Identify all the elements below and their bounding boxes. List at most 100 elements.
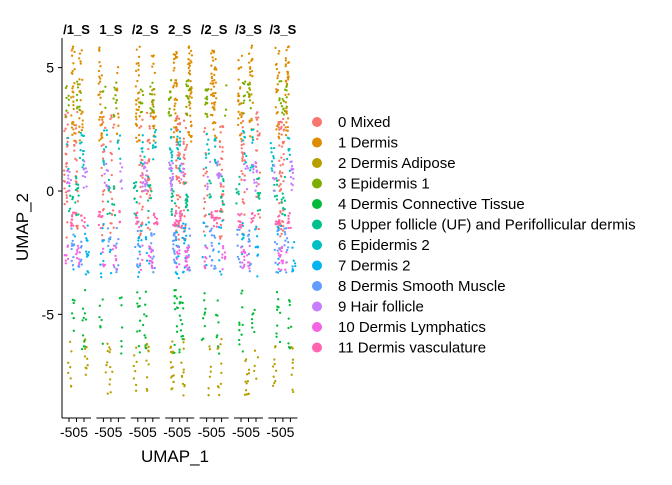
data-point [209, 182, 212, 185]
data-point [275, 308, 279, 311]
data-point [221, 268, 224, 271]
data-point [281, 98, 284, 101]
data-point [172, 135, 175, 139]
legend-item: 9 Hair follicle [312, 299, 424, 316]
data-point [185, 94, 188, 98]
data-point [138, 225, 141, 229]
data-point [243, 213, 246, 216]
data-point [169, 345, 173, 348]
data-point [185, 194, 189, 197]
data-point [137, 97, 140, 100]
data-point [170, 199, 174, 202]
data-point [140, 125, 143, 128]
data-point [99, 65, 102, 68]
data-point [179, 301, 183, 304]
data-point [79, 62, 82, 65]
data-point [253, 308, 256, 312]
data-point [237, 110, 240, 114]
data-point [278, 144, 281, 147]
data-point [171, 247, 175, 250]
data-point [285, 251, 288, 254]
data-point [250, 117, 253, 121]
x-tick-labels: -505 [94, 424, 122, 440]
data-point [252, 163, 255, 166]
data-point [287, 214, 290, 218]
data-point [275, 90, 278, 93]
data-point [135, 99, 138, 102]
data-point [176, 250, 179, 254]
data-point [65, 143, 68, 146]
data-point [141, 258, 144, 262]
data-point [145, 376, 149, 379]
data-point [177, 194, 180, 197]
data-point [170, 192, 174, 195]
data-point [203, 234, 207, 237]
data-point [141, 244, 144, 247]
data-point [239, 225, 242, 229]
data-point [175, 85, 178, 88]
data-point [149, 256, 152, 259]
data-point [277, 52, 280, 55]
data-point [237, 92, 240, 95]
data-point [111, 209, 115, 212]
data-point [173, 343, 176, 347]
data-point [103, 172, 106, 176]
data-point [105, 162, 108, 166]
data-point [98, 115, 102, 119]
data-point [172, 84, 175, 87]
data-point [138, 297, 141, 300]
data-point [148, 259, 151, 262]
data-point [101, 118, 104, 122]
data-point [240, 54, 244, 58]
data-point [238, 228, 241, 232]
data-point [85, 255, 89, 258]
data-point [212, 92, 215, 95]
data-point [139, 195, 142, 198]
data-point [145, 343, 149, 346]
data-point [215, 210, 219, 213]
data-point [206, 115, 209, 118]
data-point [98, 139, 101, 142]
data-point [213, 120, 216, 124]
data-point [279, 235, 282, 238]
y-tick-label: 0 [46, 183, 54, 199]
data-point [137, 61, 140, 65]
data-point [240, 251, 243, 254]
data-point [153, 216, 157, 219]
data-point [207, 387, 210, 390]
data-point [114, 254, 117, 258]
data-point [221, 246, 225, 250]
data-point [203, 324, 206, 328]
legend-label: 10 Dermis Lymphatics [338, 319, 486, 336]
data-point [147, 221, 151, 224]
data-point [174, 112, 177, 115]
legend-key [312, 158, 322, 168]
data-point [242, 95, 245, 98]
data-point [286, 78, 290, 81]
data-point [280, 228, 283, 231]
data-point [152, 139, 155, 142]
data-point [213, 106, 216, 109]
data-point [253, 214, 256, 217]
data-point [219, 125, 222, 128]
data-point [178, 181, 182, 185]
data-point [110, 116, 113, 119]
data-point [102, 190, 105, 193]
data-point [105, 363, 108, 367]
data-point [117, 237, 120, 241]
data-point [67, 371, 70, 375]
data-point [109, 151, 112, 155]
facet-panel: /2_S-505 [129, 22, 160, 440]
data-point [240, 137, 243, 141]
data-point [271, 169, 274, 172]
data-point [75, 256, 79, 260]
data-point [185, 112, 189, 115]
data-point [79, 99, 82, 102]
y-axis-title: UMAP_2 [13, 193, 32, 261]
data-point [208, 179, 211, 182]
data-point [169, 90, 172, 93]
data-point [65, 153, 68, 156]
data-point [290, 164, 294, 168]
data-point [223, 251, 227, 254]
data-point [112, 187, 116, 190]
